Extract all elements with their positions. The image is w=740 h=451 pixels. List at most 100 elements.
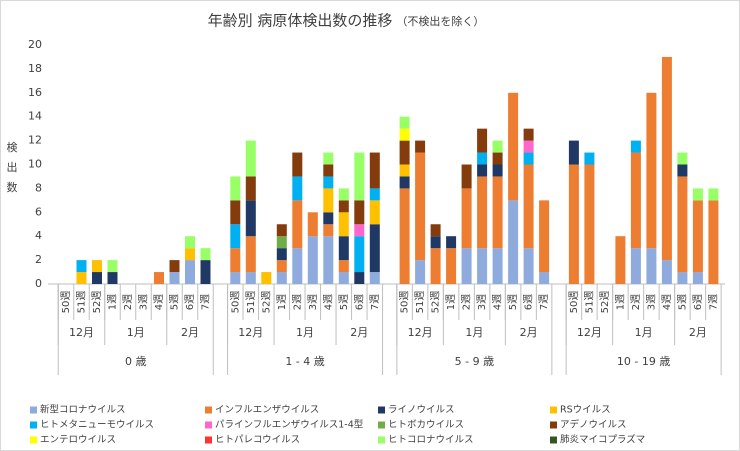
- bar-segment: [261, 272, 272, 284]
- y-tick-label: 16: [28, 86, 42, 99]
- bar-segment: [692, 200, 703, 273]
- bar-segment: [292, 152, 303, 177]
- y-tick-label: 4: [35, 229, 42, 242]
- bar-segment: [523, 164, 534, 249]
- bar-segment: [523, 128, 534, 141]
- bar-segment: [430, 236, 441, 249]
- bar-segment: [708, 188, 719, 201]
- bar-segment: [584, 152, 595, 165]
- bar-segment: [523, 248, 534, 284]
- bar-segment: [338, 260, 349, 273]
- bar-segment: [323, 152, 334, 165]
- bar-segment: [477, 176, 488, 249]
- bar-segment: [630, 248, 641, 284]
- bar-segment: [292, 200, 303, 249]
- bar-segment: [630, 140, 641, 153]
- bar-segment: [369, 200, 380, 225]
- bar-segment: [200, 248, 211, 261]
- bar-segment: [708, 200, 719, 284]
- bar-segment: [185, 260, 195, 284]
- x-tick-label: 51週: [245, 291, 257, 314]
- bar-segment: [276, 272, 287, 284]
- bar-segment: [477, 248, 488, 284]
- x-tick-label: 4週: [492, 294, 504, 310]
- month-label: 2月: [350, 326, 368, 339]
- bar-segment: [677, 164, 688, 177]
- bar-segment: [323, 176, 334, 189]
- bar-segment: [292, 248, 303, 284]
- bar-segment: [568, 140, 579, 165]
- legend-swatch: [205, 436, 212, 444]
- bar-segment: [92, 260, 102, 273]
- x-tick-label: 4週: [661, 294, 673, 310]
- y-tick-label: 6: [35, 205, 42, 218]
- x-tick-label: 1週: [107, 294, 119, 310]
- month-label: 1月: [296, 326, 314, 339]
- bar-segment: [492, 152, 503, 165]
- legend-swatch: [205, 421, 212, 429]
- x-tick-label: 1週: [276, 294, 288, 310]
- x-tick-label: 2週: [122, 294, 134, 310]
- x-tick-label: 5週: [338, 294, 350, 310]
- x-tick-label: 50週: [229, 291, 241, 314]
- bar-segment: [276, 260, 287, 273]
- bar-segment: [338, 188, 349, 201]
- bar-segment: [539, 272, 550, 284]
- bar-segment: [492, 248, 503, 284]
- bar-segment: [307, 212, 318, 237]
- y-tick-label: 0: [35, 277, 42, 290]
- bar-segment: [477, 152, 488, 165]
- month-label: 12月: [69, 326, 94, 339]
- bar-segment: [338, 272, 349, 284]
- bar-segment: [461, 248, 472, 284]
- bar-segment: [354, 236, 365, 273]
- month-label: 12月: [408, 326, 433, 339]
- x-tick-label: 51週: [414, 291, 426, 314]
- legend-swatch: [378, 421, 385, 429]
- bar-segment: [492, 140, 503, 153]
- bar-segment: [677, 176, 688, 273]
- bar-segment: [245, 140, 256, 177]
- legend-label: 新型コロナウイルス: [40, 404, 126, 416]
- bar-segment: [508, 92, 519, 201]
- bar-segment: [354, 200, 365, 225]
- month-label: 1月: [465, 326, 483, 339]
- legend-swatch: [30, 421, 37, 429]
- bar-segment: [461, 164, 472, 189]
- bar-segment: [508, 200, 519, 284]
- bar-segment: [230, 176, 241, 201]
- bar-segment: [477, 164, 488, 177]
- bar-segment: [430, 224, 441, 237]
- bar-segment: [323, 224, 334, 237]
- group-label: 10 - 19 歳: [617, 355, 670, 368]
- legend-swatch: [550, 406, 557, 414]
- y-tick-label: 8: [35, 181, 42, 194]
- bar-segment: [76, 260, 87, 273]
- x-tick-label: 52週: [599, 291, 611, 314]
- bar-segment: [415, 140, 426, 153]
- bar-segment: [323, 236, 334, 284]
- bar-segment: [584, 164, 595, 284]
- x-tick-label: 3週: [138, 294, 150, 310]
- bar-segment: [185, 248, 195, 261]
- x-tick-label: 50週: [568, 291, 580, 314]
- bar-segment: [446, 236, 457, 249]
- bar-segment: [646, 248, 657, 284]
- x-tick-label: 7週: [369, 294, 381, 310]
- bar-segment: [430, 248, 441, 284]
- x-tick-label: 6週: [523, 294, 535, 310]
- bar-segment: [692, 272, 703, 284]
- bar-segment: [245, 200, 256, 237]
- bar-segment: [169, 272, 180, 284]
- legend-swatch: [205, 406, 212, 414]
- legend-label: ヒトパレコウイルス: [215, 435, 300, 446]
- x-tick-label: 1週: [614, 294, 626, 310]
- legend-swatch: [30, 436, 37, 444]
- x-tick-label: 7週: [707, 294, 719, 310]
- x-tick-label: 4週: [322, 294, 334, 310]
- legend-label: 肺炎マイコプラズマ: [560, 434, 645, 446]
- x-tick-label: 7週: [538, 294, 550, 310]
- y-tick-label: 10: [28, 158, 42, 171]
- bar-segment: [369, 272, 380, 284]
- bar-segment: [415, 152, 426, 261]
